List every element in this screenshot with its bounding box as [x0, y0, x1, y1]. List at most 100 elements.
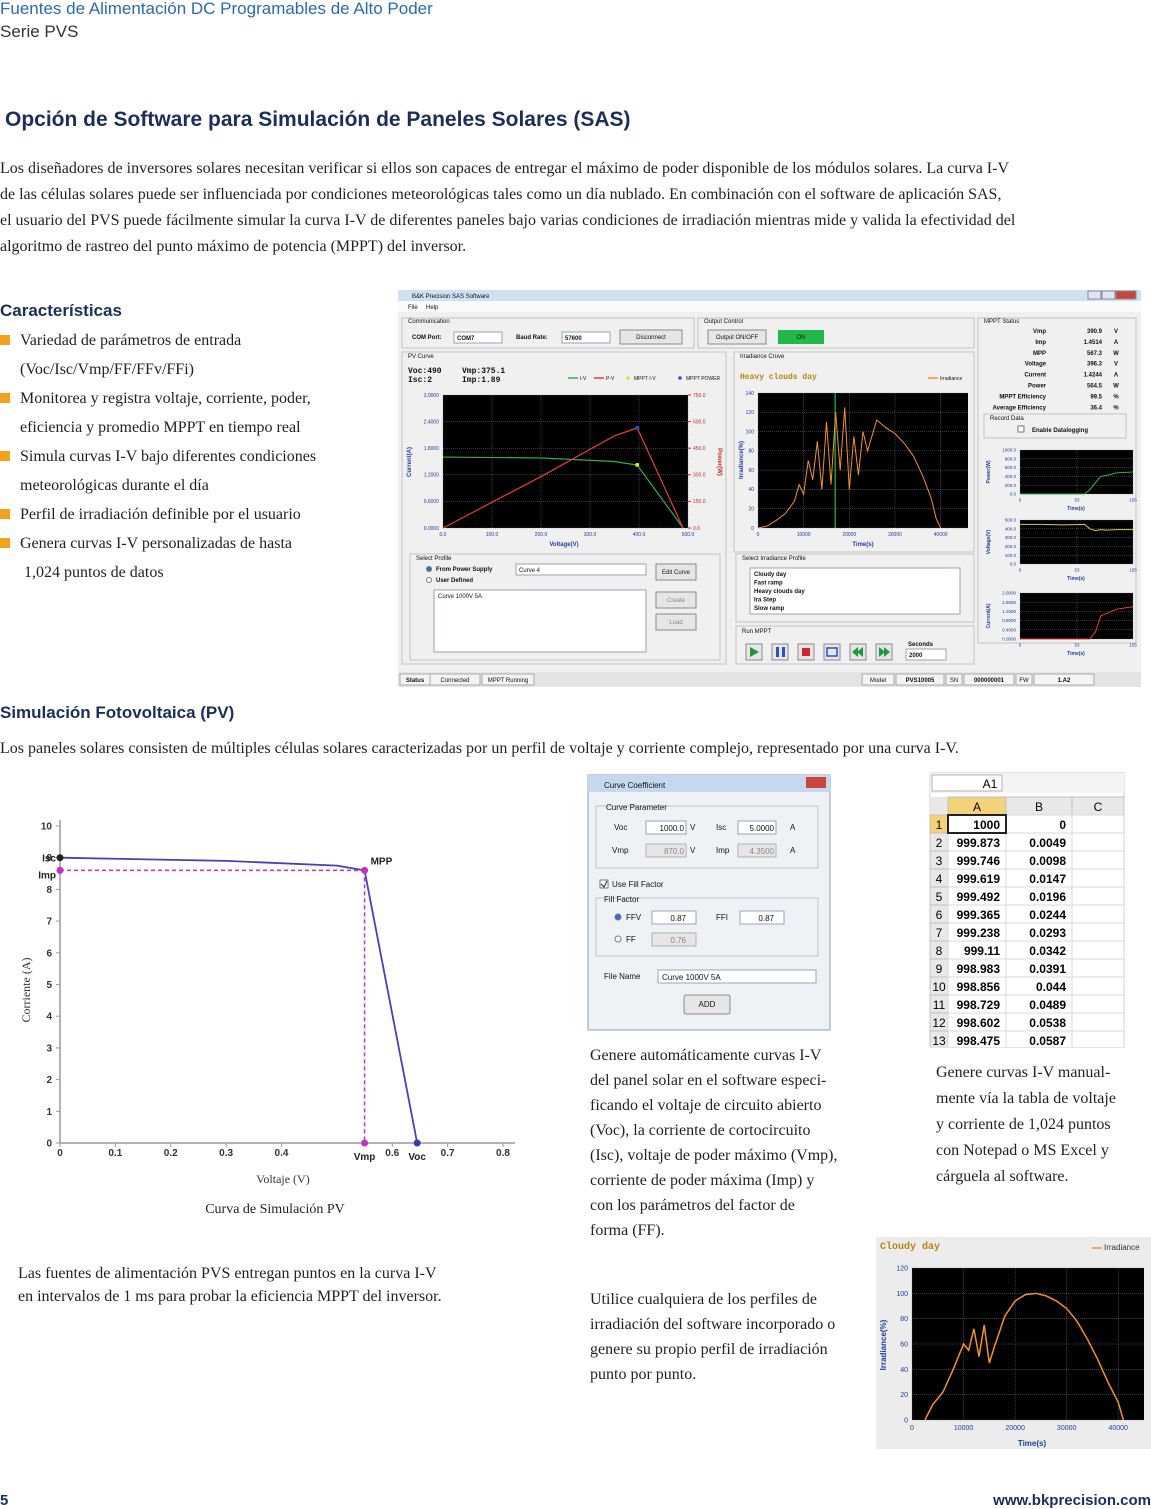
combo — [515, 563, 647, 576]
field-value: 2000 — [909, 653, 923, 659]
button-label: Create — [667, 598, 686, 604]
y-tick-label: 1 — [46, 1107, 52, 1118]
status-text: FW — [1019, 678, 1029, 684]
row-label: 12 — [932, 1016, 946, 1030]
combo — [453, 331, 503, 344]
radio — [426, 577, 432, 583]
voc-point — [413, 1139, 421, 1147]
button — [655, 563, 697, 581]
readout: Isc:2 — [408, 376, 432, 385]
x-tick-label: 40000 — [934, 532, 948, 538]
status-unit: A — [1114, 340, 1119, 346]
status-value: 564.5 — [1087, 384, 1103, 390]
y-tick-label: 400.0 — [1005, 526, 1017, 531]
status-label: MPPT Efficiency — [999, 394, 1046, 400]
legend-label: MPPT POWER — [686, 376, 720, 382]
page-number: 5 — [0, 1492, 8, 1509]
check — [600, 880, 608, 888]
status-text: Connected — [440, 678, 469, 684]
y-tick-label: 2.4000 — [424, 419, 440, 425]
x-tick-label: 0 — [57, 1148, 63, 1159]
window-button — [1101, 290, 1116, 300]
status-label: Average Efficiency — [993, 405, 1047, 411]
y-tick-label: 2.0000 — [1002, 591, 1016, 596]
row-label: 6 — [936, 908, 943, 922]
intro-line: Los diseñadores de inversores solares ne… — [0, 160, 1009, 177]
group-box — [977, 317, 1137, 644]
axis-label: Time(s) — [1067, 576, 1085, 582]
y-tick-label: 0.0000 — [1002, 637, 1016, 642]
y-tick-label: 2 — [46, 1075, 52, 1086]
x-tick-label: 0 — [757, 532, 760, 538]
group-box — [983, 413, 1127, 439]
menu-item: Help — [426, 305, 439, 311]
x-tick-label: 30000 — [1057, 1425, 1077, 1432]
listbox — [749, 567, 961, 615]
caption-line: (Isc), voltaje de poder máximo (Vmp), — [590, 1147, 837, 1164]
imp-point — [56, 866, 64, 874]
field — [737, 820, 777, 835]
cell-value: 0 — [1059, 818, 1066, 832]
x-tick-label: 10000 — [797, 532, 811, 538]
plot-area — [1020, 450, 1133, 494]
y-tick-label: 100 — [896, 1291, 908, 1298]
y-tick-label: 10 — [41, 822, 53, 833]
cell — [1071, 994, 1124, 1014]
list-item: Curve 1000V 5A — [438, 594, 482, 600]
label: FFI — [716, 913, 728, 922]
field — [657, 969, 817, 984]
x-tick-label: 105 — [1129, 498, 1137, 503]
feature-text: eficiencia y promedio MPPT en tiempo rea… — [20, 419, 301, 436]
menu-bar — [398, 301, 1141, 312]
curve-dialog: Curve Coefficient Curve Parameter Voc 10… — [587, 774, 831, 1031]
group-title: PV Curve — [408, 354, 434, 360]
readout: Vmp:375.1 — [462, 367, 505, 376]
caption-line: con los parámetros del factor de — [590, 1197, 795, 1214]
cell-value: 0.0489 — [1029, 998, 1066, 1012]
y-tick-label: 800.0 — [1005, 456, 1017, 461]
icon — [879, 647, 890, 657]
y-tick-label: 9 — [46, 853, 52, 864]
row-label: 9 — [936, 962, 943, 976]
icon — [852, 647, 863, 657]
x-tick-label: 0 — [1019, 498, 1022, 503]
caption-line: (Voc), la corriente de cortocircuito — [590, 1122, 811, 1139]
y-tick-label: 0 — [904, 1417, 908, 1424]
feature-text: Genera curvas I-V personalizadas de hast… — [20, 535, 292, 552]
legend-label: P-V — [606, 376, 615, 382]
group-box — [697, 317, 975, 349]
y-tick-label: 3 — [46, 1043, 52, 1054]
unit: A — [790, 846, 796, 855]
axis-label: Irradiance(%) — [879, 1319, 888, 1370]
y-tick-label: 0 — [46, 1139, 52, 1150]
status-label: Current — [1024, 373, 1046, 379]
legend-label: MPPT I-V — [634, 376, 656, 382]
y-tick-label: 120 — [896, 1265, 908, 1272]
x-tick-label: 400.0 — [633, 532, 646, 538]
readout: Imp:1.89 — [462, 376, 501, 385]
note-line: en intervalos de 1 ms para probar la efi… — [18, 1288, 442, 1305]
cell-value: 0.0049 — [1029, 836, 1066, 850]
row-label: 8 — [936, 944, 943, 958]
cell — [1071, 832, 1124, 852]
status-value: 567.3 — [1087, 351, 1103, 357]
icon — [776, 647, 785, 657]
x-tick-label: 100.0 — [486, 532, 499, 538]
button-label: Load — [669, 620, 682, 626]
field — [651, 932, 697, 947]
series-line — [442, 427, 684, 529]
x-tick-label: 30000 — [888, 532, 902, 538]
row-label: 5 — [936, 890, 943, 904]
status-cell — [945, 673, 963, 686]
label: Baud Rate: — [516, 335, 548, 341]
chart-title: Cloudy day — [880, 1241, 940, 1253]
x-tick-label: 500.0 — [682, 532, 695, 538]
unit: A — [790, 823, 796, 832]
group-title: Record Data — [990, 416, 1024, 422]
cell — [1071, 940, 1124, 960]
row-label: 11 — [933, 998, 946, 1012]
window-button — [1087, 290, 1102, 300]
y-tick-label: 4 — [46, 1012, 52, 1023]
y-tick-label: 8 — [46, 885, 52, 896]
